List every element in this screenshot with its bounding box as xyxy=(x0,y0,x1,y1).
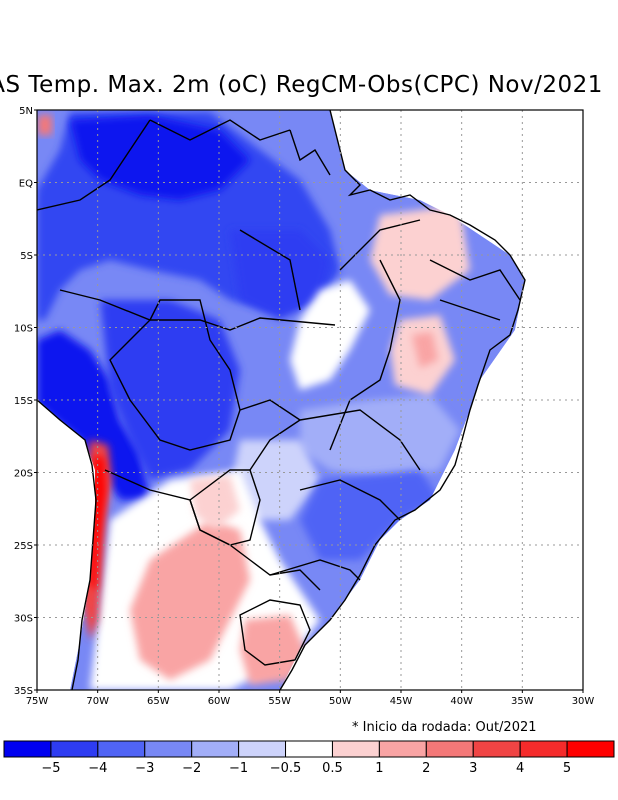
legend-swatch xyxy=(331,740,380,758)
neutral-belt xyxy=(290,280,370,390)
warm-bahia-core xyxy=(412,332,438,368)
warm-argentina-north xyxy=(190,475,240,530)
legend-swatch xyxy=(3,740,52,758)
warm-northeast-halo xyxy=(370,205,470,300)
legend-swatch xyxy=(519,740,568,758)
legend-boundary-label: 3 xyxy=(469,761,477,776)
warm-northwest-spot xyxy=(38,115,52,135)
legend-swatch xyxy=(191,740,240,758)
lat-tick-label: 35S xyxy=(14,686,33,697)
lon-tick-label: 65W xyxy=(147,696,170,707)
lon-tick-label: 45W xyxy=(390,696,413,707)
legend-boundary-label: 0.5 xyxy=(322,761,343,776)
anomaly-field xyxy=(37,110,583,690)
border-venezuela xyxy=(149,119,291,141)
gridlines xyxy=(37,110,583,690)
lon-tick-label: 55W xyxy=(268,696,291,707)
legend-boundary-label: −0.5 xyxy=(270,761,302,776)
lat-tick-label: 30S xyxy=(14,614,33,625)
legend-boundary-label: −2 xyxy=(182,761,201,776)
border-states-9 xyxy=(239,399,301,421)
lon-tick-label: 35W xyxy=(511,696,534,707)
legend-swatch xyxy=(50,740,99,758)
coastline-west xyxy=(37,399,97,690)
legend-boundary-label: −5 xyxy=(41,761,60,776)
border-states-5 xyxy=(299,409,421,471)
legend-swatch xyxy=(425,740,474,758)
lon-tick-label: 50W xyxy=(329,696,352,707)
longitude-labels: 75W 70W 65W 60W 55W 50W 45W 40W 35W 30W xyxy=(26,690,595,707)
lat-tick-label: 15S xyxy=(14,396,33,407)
legend-boundary-label: 2 xyxy=(422,761,430,776)
legend-boundary-label: 1 xyxy=(375,761,383,776)
cold-amazon xyxy=(230,230,330,320)
lat-tick-label: 5N xyxy=(19,106,33,117)
border-states-7 xyxy=(269,559,361,581)
legend-swatch xyxy=(144,740,193,758)
lon-tick-label: 40W xyxy=(450,696,473,707)
border-states-3 xyxy=(329,259,401,451)
lat-tick-label: 25S xyxy=(14,541,33,552)
cold-central xyxy=(100,300,240,480)
border-states-2 xyxy=(339,219,421,271)
lon-tick-label: 70W xyxy=(86,696,109,707)
legend-boundary-label: −4 xyxy=(88,761,107,776)
border-states-1 xyxy=(239,229,301,311)
lat-tick-label: 20S xyxy=(14,469,33,480)
legend-swatch xyxy=(472,740,521,758)
legend-boundary-label: −1 xyxy=(229,761,248,776)
legend-swatch xyxy=(378,740,427,758)
atlantic-ocean xyxy=(280,110,583,690)
legend-boundary-label: −3 xyxy=(135,761,154,776)
coastline xyxy=(279,110,526,690)
legend-swatch xyxy=(566,740,615,758)
legend-swatch xyxy=(238,740,287,758)
legend-boundary-label: 4 xyxy=(516,761,524,776)
border-states-6 xyxy=(299,479,401,521)
legend-boundary-label: 5 xyxy=(563,761,571,776)
border-peru-colombia xyxy=(37,119,151,211)
border-guianas xyxy=(289,129,331,176)
extreme-cold-west xyxy=(37,330,150,500)
latitude-labels: 5N EQ 5S 10S 15S 20S 25S 30S 35S xyxy=(14,106,37,697)
border-states-10 xyxy=(439,299,501,321)
border-brazil-west xyxy=(59,289,336,331)
run-start-note: * Inicio da rodada: Out/2021 xyxy=(352,720,537,735)
lon-tick-label: 75W xyxy=(26,696,49,707)
warm-argentina xyxy=(130,520,250,680)
lon-tick-label: 60W xyxy=(208,696,231,707)
lat-tick-label: 5S xyxy=(20,251,33,262)
lat-tick-label: 10S xyxy=(14,324,33,335)
lon-tick-label: 30W xyxy=(572,696,595,707)
warm-uruguay xyxy=(240,615,305,685)
weak-cold-center xyxy=(230,440,320,520)
border-states-4 xyxy=(429,259,521,301)
legend-swatch xyxy=(97,740,146,758)
lat-tick-label: EQ xyxy=(19,179,33,190)
color-legend xyxy=(3,740,615,758)
legend-swatch xyxy=(285,740,333,758)
border-bolivia xyxy=(109,299,241,451)
cold-southeast xyxy=(300,470,440,560)
legend-labels: −5 −4 −3 −2 −1 −0.5 0.5 1 2 3 4 5 xyxy=(41,761,571,776)
border-states-8 xyxy=(249,419,301,471)
map-title: IAS Temp. Max. 2m (oC) RegCM-Obs(CPC) No… xyxy=(0,72,603,98)
extreme-cold-north xyxy=(70,115,250,200)
border-uruguay xyxy=(239,599,311,666)
